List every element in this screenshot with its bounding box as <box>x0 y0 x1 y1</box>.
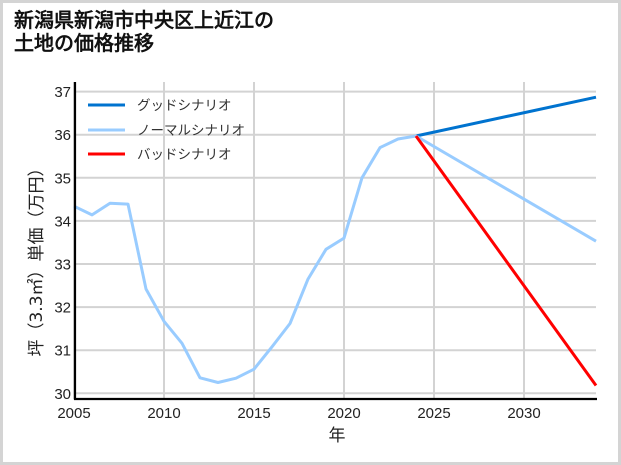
axes <box>73 82 597 401</box>
y-tick-label: 30 <box>54 386 71 403</box>
y-tick-label: 34 <box>54 213 71 230</box>
x-tick-label: 2020 <box>327 405 360 422</box>
y-tick-label: 35 <box>54 170 71 187</box>
chart-title: 新潟県新潟市中央区上近江の 土地の価格推移 <box>14 9 274 55</box>
chart-title-line-2: 土地の価格推移 <box>14 31 154 55</box>
legend-label-1: ノーマルシナリオ <box>137 123 245 139</box>
series-line-1 <box>73 134 597 384</box>
x-tick-labels: 2005 2010 2015 2020 2025 2030 <box>57 405 540 422</box>
y-tick-label: 37 <box>54 84 71 101</box>
y-axis-label: 坪（3.3㎡）単価（万円） <box>27 159 47 356</box>
x-tick-label: 2005 <box>57 405 90 422</box>
y-tick-label: 32 <box>54 300 71 317</box>
x-tick-label: 2010 <box>147 405 180 422</box>
y-tick-label: 36 <box>54 127 71 144</box>
series-line-2 <box>414 135 598 387</box>
x-axis-label: 年 <box>329 426 346 446</box>
chart-title-line-1: 新潟県新潟市中央区上近江の <box>14 8 274 32</box>
legend-label-2: バッドシナリオ <box>137 147 232 163</box>
y-tick-label: 31 <box>54 343 71 360</box>
x-tick-label: 2015 <box>237 405 270 422</box>
series-line-0 <box>415 95 597 138</box>
y-tick-labels: 30 31 32 33 34 35 36 37 <box>54 84 71 403</box>
y-tick-label: 33 <box>54 257 71 274</box>
data-series <box>73 95 598 387</box>
legend-label-0: グッドシナリオ <box>137 98 232 114</box>
x-tick-label: 2030 <box>507 405 540 422</box>
x-tick-label: 2025 <box>417 405 450 422</box>
grid-lines <box>73 82 596 399</box>
